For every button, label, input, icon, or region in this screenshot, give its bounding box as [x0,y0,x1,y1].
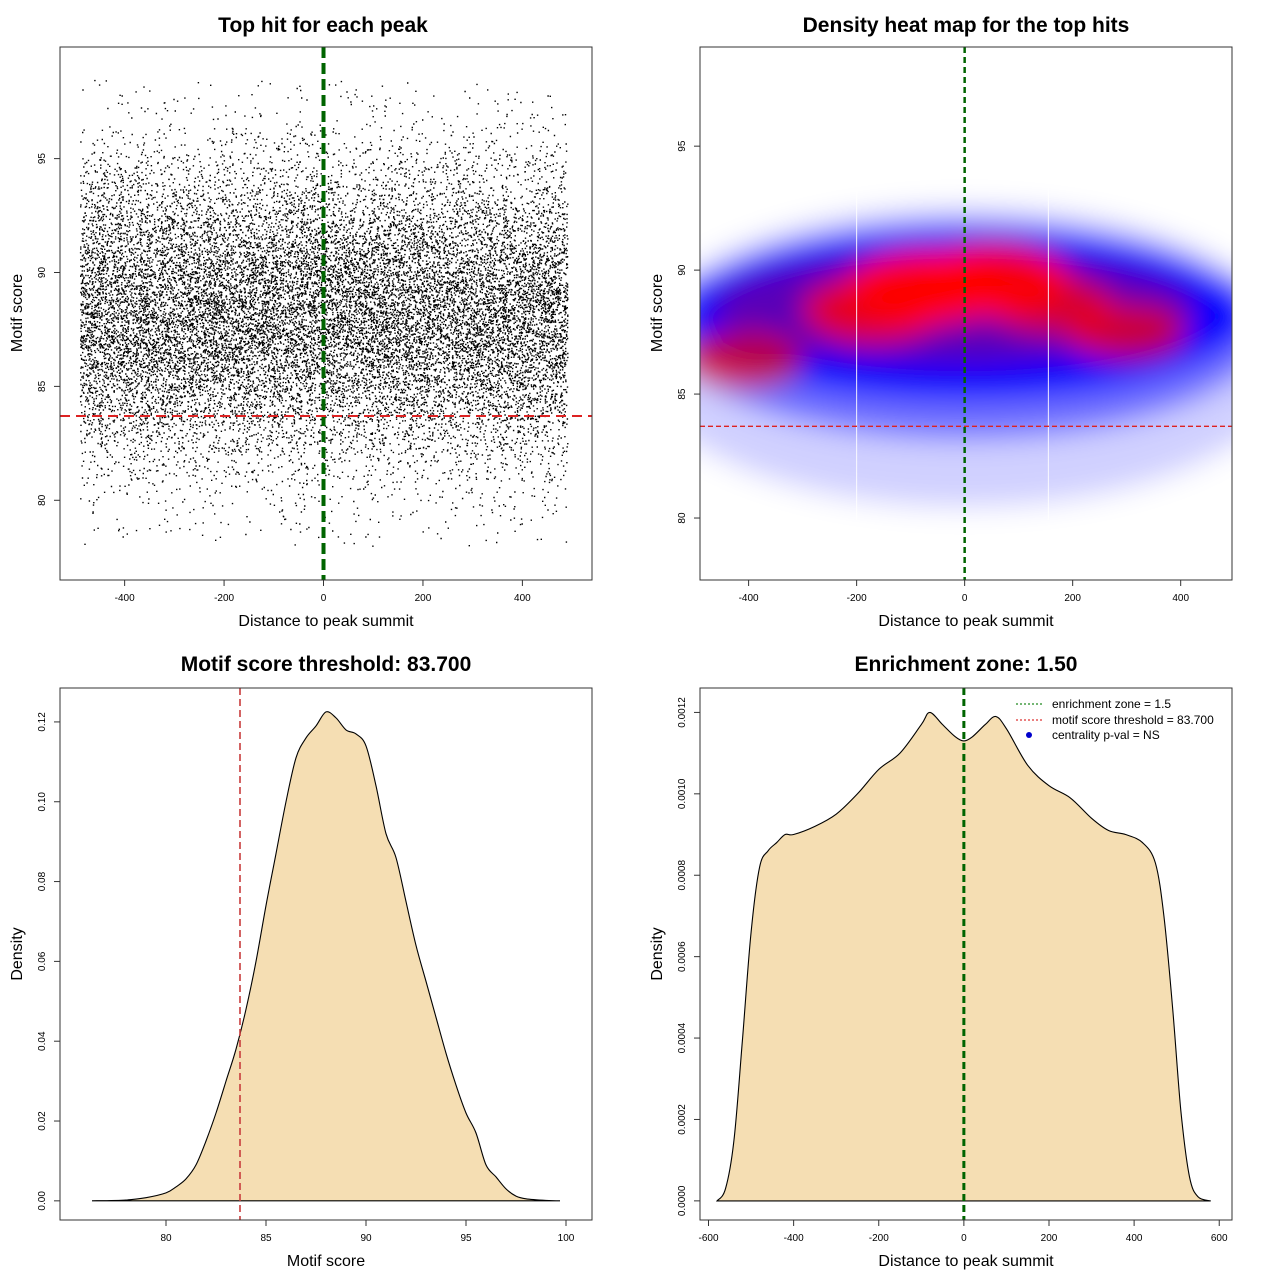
x-tick-label: -200 [847,593,867,604]
x-tick-label: -600 [699,1233,719,1244]
score-density-x-ticks: 80 85 90 95 100 [160,1219,575,1244]
legend-label-threshold: motif score threshold = 83.700 [1052,713,1214,727]
x-tick-label: 0 [321,593,327,604]
x-tick-label: 200 [1064,593,1081,604]
x-tick-label: 0 [962,593,968,604]
scatter-point-cloud [79,79,569,547]
x-tick-label: 400 [1126,1233,1143,1244]
heatmap-y-label: Motif score [649,274,666,352]
y-tick-label: 90 [37,267,48,279]
density-hotspot [700,331,804,388]
y-tick-label: 0.0006 [677,941,688,972]
score-density-x-label: Motif score [287,1253,365,1270]
x-tick-label: -200 [214,593,234,604]
y-tick-label: 0.0002 [677,1104,688,1135]
x-tick-label: 90 [360,1233,372,1244]
scatter-title: Top hit for each peak [218,14,428,37]
y-tick-label: 0.0000 [677,1185,688,1216]
y-tick-label: 85 [37,380,48,392]
heatmap-panel: Density heat map for the top hits -400 -2… [649,14,1233,630]
score-density-area [91,711,561,1202]
y-tick-label: 0.06 [37,951,48,971]
scatter-x-label: Distance to peak summit [238,613,414,630]
y-tick-label: 0.0010 [677,778,688,809]
y-tick-label: 90 [677,264,688,276]
scatter-y-label: Motif score [9,274,26,352]
distance-density-y-label: Density [649,927,666,980]
heatmap-x-label: Distance to peak summit [878,613,1054,630]
y-tick-label: 95 [677,140,688,152]
x-tick-label: -400 [739,593,759,604]
score-density-panel: Motif score threshold: 83.700 80 85 90 95 10… [9,653,593,1270]
legend-label-centrality: centrality p-val = NS [1052,728,1160,742]
x-tick-label: 400 [514,593,531,604]
y-tick-label: 0.10 [37,792,48,812]
x-tick-label: 200 [1041,1233,1058,1244]
x-tick-label: -400 [115,593,135,604]
y-tick-label: 0.12 [37,712,48,732]
y-tick-label: 85 [677,388,688,400]
heatmap-density [700,47,1232,580]
distance-density-title: Enrichment zone: 1.50 [855,653,1078,676]
x-tick-label: 200 [415,593,432,604]
score-density-y-ticks: 0.00 0.02 0.04 0.06 0.08 0.10 0.12 [37,712,61,1211]
x-tick-label: -400 [784,1233,804,1244]
heatmap-y-ticks: 80 85 90 95 [677,140,701,524]
y-tick-label: 0.0008 [677,860,688,891]
density-hotspot [989,275,1114,334]
scatter-panel: Top hit for each peak -400 -200 0 200 400 80… [9,14,593,630]
distance-density-x-ticks: -600 -400 -200 0 200 400 600 [699,1219,1228,1244]
y-tick-label: 0.02 [37,1111,48,1131]
x-tick-label: 0 [961,1233,967,1244]
scatter-points [79,79,569,547]
y-tick-label: 80 [37,494,48,506]
x-tick-label: 80 [160,1233,172,1244]
x-tick-label: 100 [558,1233,575,1244]
distance-density-panel: Enrichment zone: 1.50 -600 -400 -200 0 200 40… [649,653,1233,1270]
density-hotspot [802,276,943,343]
x-tick-label: 600 [1211,1233,1228,1244]
x-tick-label: -200 [869,1233,889,1244]
heatmap-title: Density heat map for the top hits [803,14,1130,37]
y-tick-label: 0.08 [37,871,48,891]
y-tick-label: 0.04 [37,1031,48,1051]
y-tick-label: 95 [37,153,48,165]
legend-swatch-centrality [1026,732,1032,738]
x-tick-label: 400 [1172,593,1189,604]
y-tick-label: 0.00 [37,1191,48,1211]
distance-density-x-label: Distance to peak summit [878,1253,1054,1270]
score-density-title: Motif score threshold: 83.700 [181,653,472,676]
distance-density-y-ticks: 0.0000 0.0002 0.0004 0.0006 0.0008 0.0010 0.00… [677,697,701,1216]
x-tick-label: 85 [260,1233,272,1244]
legend: enrichment zone = 1.5 motif score thresh… [1016,697,1214,742]
scatter-y-ticks: 80 85 90 95 [37,153,61,506]
x-tick-label: 95 [460,1233,472,1244]
heatmap-x-ticks: -400 -200 0 200 400 [739,579,1189,604]
score-density-y-label: Density [9,927,26,980]
y-tick-label: 0.0012 [677,697,688,728]
y-tick-label: 80 [677,512,688,524]
scatter-x-ticks: -400 -200 0 200 400 [115,579,531,604]
legend-label-enrichment: enrichment zone = 1.5 [1052,697,1171,711]
y-tick-label: 0.0004 [677,1022,688,1053]
